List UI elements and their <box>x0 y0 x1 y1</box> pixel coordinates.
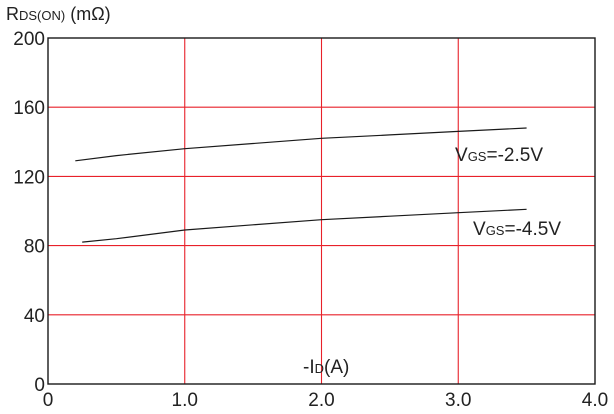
y-tick-label: 0 <box>34 375 45 396</box>
y-tick-label: 160 <box>13 98 45 119</box>
y-tick-label: 80 <box>24 237 45 258</box>
y-tick-label: 120 <box>13 167 45 188</box>
series-label-vgs-2-5: VGS=-2.5V <box>455 145 543 166</box>
x-tick-label: 1.0 <box>172 390 198 411</box>
series-line-0 <box>75 127 527 162</box>
series-label-vgs-4-5: VGS=-4.5V <box>473 219 561 240</box>
series-lines <box>75 127 527 243</box>
y-axis-label: RDS(ON) (mΩ) <box>6 4 111 24</box>
x-tick-label: 3.0 <box>445 390 471 411</box>
grid <box>48 38 595 384</box>
tick-labels: 0 40 80 120 160 200 0 1.0 2.0 3.0 4.0 <box>13 29 608 411</box>
plot-frame <box>47 37 596 385</box>
y-tick-label: 40 <box>24 306 45 327</box>
x-tick-label: 0 <box>43 390 54 411</box>
series-line-1 <box>82 208 527 243</box>
y-tick-label: 200 <box>13 29 45 50</box>
x-axis-label: -ID(A) <box>303 357 350 378</box>
x-tick-label: 4.0 <box>582 390 608 411</box>
x-tick-label: 2.0 <box>308 390 334 411</box>
